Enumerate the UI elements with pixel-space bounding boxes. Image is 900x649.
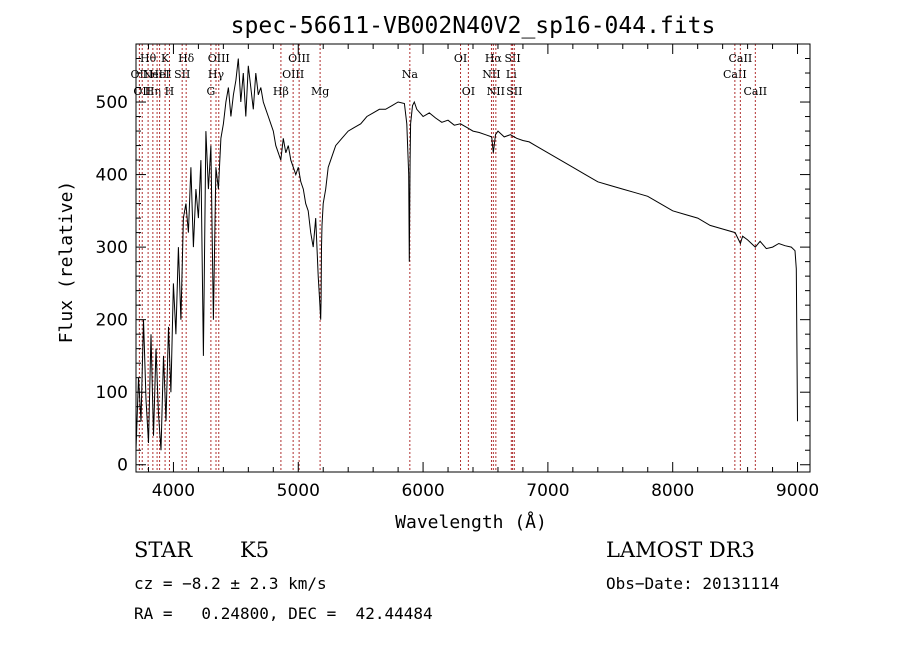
line-label: Hα: [485, 52, 503, 65]
line-label: OIII: [282, 68, 304, 81]
line-label: CaII: [723, 68, 747, 81]
y-tick-label: 300: [96, 238, 128, 258]
line-label: Mg: [311, 85, 329, 98]
redshift-velocity: cz = −8.2 ± 2.3 km/s: [134, 574, 327, 593]
x-tick-label: 5000: [277, 481, 320, 501]
chart-title: spec-56611-VB002N40V2_sp16-044.fits: [231, 13, 716, 39]
y-axis-label: Flux (relative): [56, 181, 77, 344]
survey-name: LAMOST DR3: [606, 538, 755, 562]
line-label: SII: [504, 52, 520, 65]
line-label: HeI: [149, 68, 169, 81]
coordinates: RA = 0.24800, DEC = 42.44484: [134, 604, 433, 623]
line-label: Hβ: [273, 85, 289, 98]
line-label: Hθ: [140, 52, 157, 65]
plot-frame: [135, 43, 811, 473]
x-tick-label: 7000: [526, 481, 569, 501]
line-label: OII: [133, 85, 151, 98]
x-tick-label: 9000: [776, 481, 819, 501]
line-label: Hγ: [208, 68, 225, 81]
line-label: CaII: [729, 52, 753, 65]
spectrum-plot: spec-56611-VB002N40V2_sp16-044.fits OIIO…: [56, 13, 819, 533]
line-label: OI: [454, 52, 467, 65]
object-class: STAR: [134, 538, 193, 562]
line-label: Hδ: [178, 52, 195, 65]
y-tick-label: 100: [96, 383, 128, 403]
line-label: OII: [131, 68, 149, 81]
line-label: SII: [174, 68, 190, 81]
line-label: Na: [402, 68, 419, 81]
line-label: OI: [462, 85, 475, 98]
line-label: G: [206, 85, 215, 98]
line-label: OIII: [208, 52, 230, 65]
x-tick-label: 8000: [651, 481, 694, 501]
line-label: H: [165, 85, 175, 98]
line-label: K: [161, 52, 170, 65]
line-label: Hη: [145, 85, 161, 98]
x-tick-label: 6000: [401, 481, 444, 501]
line-label: OIII: [288, 52, 310, 65]
line-label: NII: [487, 85, 505, 98]
x-tick-label: 4000: [152, 481, 195, 501]
line-label: Li: [506, 68, 517, 81]
line-label: SII: [506, 85, 522, 98]
spectrum-line: [135, 58, 798, 451]
y-tick-label: 200: [96, 311, 128, 331]
y-tick-label: 500: [96, 93, 128, 113]
object-subclass: K5: [240, 538, 270, 562]
line-label: CaII: [743, 85, 767, 98]
x-axis-label: Wavelength (Å): [395, 511, 547, 533]
axes: 4000 5000 6000 7000 8000 9000 0 100 200 300 400 500: [96, 44, 819, 501]
observation-date: Obs−Date: 20131114: [606, 574, 780, 593]
line-label: NII: [482, 68, 500, 81]
line-label: NeIII: [143, 68, 172, 81]
y-tick-label: 400: [96, 166, 128, 186]
y-tick-label: 0: [117, 456, 128, 476]
